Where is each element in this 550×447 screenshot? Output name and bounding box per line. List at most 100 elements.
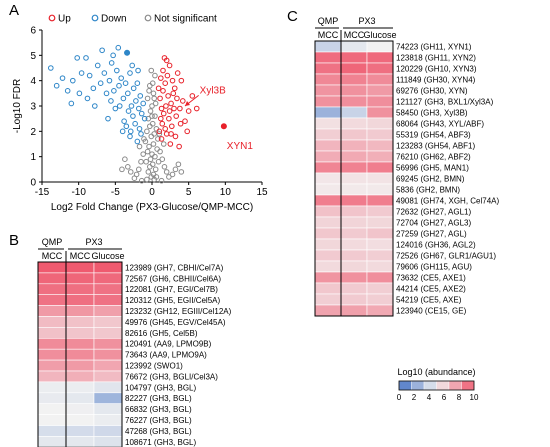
data-point bbox=[171, 85, 178, 92]
heat-cell bbox=[366, 51, 394, 64]
row-label: 44214 (CE5, AXE2) bbox=[396, 285, 466, 294]
heat-cell bbox=[340, 117, 368, 130]
data-point bbox=[70, 77, 76, 84]
heat-cell bbox=[65, 392, 95, 404]
data-point bbox=[86, 72, 93, 79]
data-point bbox=[134, 80, 141, 86]
heat-cell bbox=[314, 84, 342, 97]
highlight-point bbox=[124, 49, 131, 56]
data-point bbox=[166, 115, 172, 122]
heat-cell bbox=[366, 84, 394, 97]
data-point bbox=[125, 90, 131, 97]
x-tick-label: 15 bbox=[256, 187, 268, 198]
legend-marker bbox=[144, 14, 152, 22]
data-point bbox=[178, 77, 185, 84]
data-point bbox=[152, 100, 159, 107]
x-tick-label: -10 bbox=[71, 187, 86, 198]
data-point bbox=[123, 123, 130, 130]
heat-cell bbox=[366, 139, 394, 152]
data-point bbox=[159, 120, 166, 127]
heat-cell bbox=[93, 283, 123, 295]
row-label: 54219 (CE5, AXE) bbox=[396, 296, 462, 305]
x-tick-label: 10 bbox=[220, 187, 232, 198]
heat-cell bbox=[314, 183, 342, 196]
data-point bbox=[152, 166, 159, 173]
data-point bbox=[193, 105, 200, 112]
data-point bbox=[178, 169, 185, 175]
heat-cell bbox=[340, 205, 368, 218]
data-point bbox=[175, 161, 182, 168]
data-point bbox=[53, 82, 60, 89]
colorbar-tick: 10 bbox=[470, 393, 479, 402]
heat-cell bbox=[314, 161, 342, 174]
data-point bbox=[147, 164, 153, 170]
data-point bbox=[108, 98, 114, 104]
legend-marker bbox=[91, 14, 99, 22]
row-label: 82616 (GH5, Cel5B) bbox=[125, 329, 198, 338]
data-point bbox=[147, 123, 153, 130]
data-point bbox=[161, 55, 168, 61]
data-point bbox=[180, 98, 186, 104]
header-group-px3: PX3 bbox=[358, 16, 375, 26]
y-tick-label: 1 bbox=[30, 152, 36, 163]
data-point bbox=[147, 156, 154, 162]
heat-cell bbox=[366, 117, 394, 130]
row-label: 47268 (GH3, BGL) bbox=[125, 427, 192, 436]
data-point bbox=[92, 103, 98, 109]
data-point bbox=[171, 105, 177, 112]
heat-cell bbox=[366, 150, 394, 163]
heat-cell bbox=[366, 238, 394, 251]
heat-cell bbox=[37, 272, 67, 285]
heat-cell bbox=[93, 381, 123, 394]
heat-cell bbox=[37, 392, 67, 404]
data-point bbox=[153, 126, 160, 132]
data-point bbox=[168, 131, 174, 137]
heat-cell bbox=[314, 95, 342, 108]
row-label: 72526 (GH67, GLR1/AGU1) bbox=[396, 252, 496, 261]
heat-cell bbox=[314, 73, 342, 86]
data-point bbox=[147, 82, 153, 89]
data-point bbox=[59, 75, 66, 81]
heat-cell bbox=[65, 294, 95, 306]
data-point bbox=[103, 90, 110, 97]
data-point bbox=[177, 120, 184, 127]
colorbar-tick: 4 bbox=[427, 393, 432, 402]
data-point bbox=[182, 118, 188, 124]
heat-cell bbox=[366, 293, 394, 306]
data-point bbox=[115, 44, 122, 51]
x-tick-label: 5 bbox=[186, 187, 192, 198]
heat-cell bbox=[37, 425, 67, 437]
colorbar-legend: Log10 (abundance) 0 2 4 6 8 10 bbox=[397, 367, 479, 402]
data-point bbox=[144, 176, 150, 183]
data-point bbox=[64, 88, 71, 94]
data-point bbox=[150, 141, 157, 147]
data-point bbox=[143, 158, 149, 165]
heat-cell bbox=[340, 271, 368, 284]
data-point bbox=[136, 143, 143, 150]
colorbar-frame bbox=[398, 380, 475, 391]
heat-cell bbox=[340, 95, 368, 108]
data-point bbox=[116, 103, 123, 109]
heat-cell bbox=[37, 261, 67, 274]
colorbar-title: Log10 (abundance) bbox=[397, 367, 475, 377]
heat-cell bbox=[65, 348, 95, 361]
data-point bbox=[68, 100, 75, 107]
heat-cell bbox=[93, 272, 123, 285]
heat-cell bbox=[314, 271, 342, 284]
heat-cell bbox=[37, 294, 67, 306]
data-point bbox=[172, 166, 179, 173]
data-point bbox=[110, 52, 116, 59]
y-tick-label: 6 bbox=[30, 26, 36, 37]
heatmap-frame bbox=[37, 261, 123, 447]
data-point bbox=[130, 113, 136, 119]
heat-cell bbox=[314, 40, 342, 53]
data-point bbox=[140, 100, 146, 107]
header-col-label: MCC bbox=[344, 30, 365, 40]
row-label: 49081 (GH74, XGH, Cel74A) bbox=[396, 197, 499, 206]
heat-cell bbox=[37, 337, 67, 350]
heat-cell bbox=[366, 106, 394, 119]
row-label: 82227 (GH3, BGL) bbox=[125, 394, 192, 403]
heat-cell bbox=[37, 370, 67, 383]
data-point bbox=[162, 80, 168, 86]
data-point bbox=[145, 115, 152, 122]
